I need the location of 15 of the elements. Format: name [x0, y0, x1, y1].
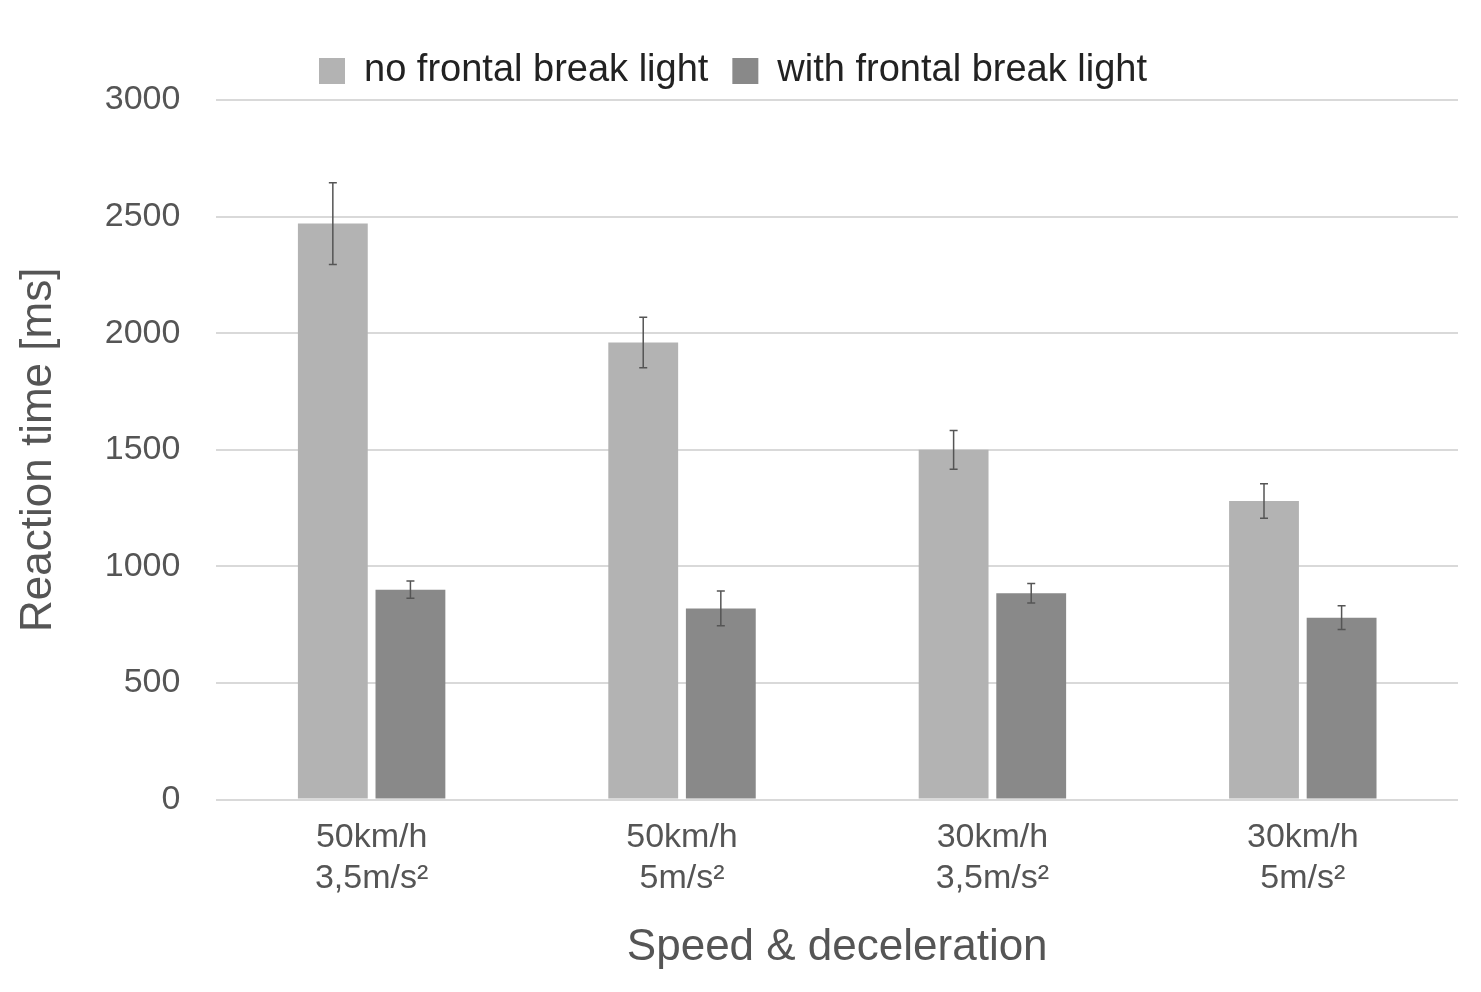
x-tick-label: 30km/h 3,5m/s² [935, 816, 1050, 896]
y-tick-label: 2000 [104, 311, 181, 350]
x-tick-label: 50km/h 3,5m/s² [314, 816, 429, 896]
y-tick-label: 1000 [104, 544, 181, 583]
x-tick-label: 30km/h 5m/s² [1247, 816, 1359, 896]
x-axis-title: Speed & deceleration [626, 919, 1048, 969]
y-tick-label: 500 [123, 661, 181, 700]
x-tick-label: 50km/h 5m/s² [626, 816, 738, 896]
y-tick-label: 0 [161, 777, 181, 816]
y-tick-label: 3000 [104, 78, 181, 117]
y-tick-label: 1500 [104, 428, 181, 467]
legend-label: no frontal break light [364, 47, 709, 90]
legend-label: with frontal break light [776, 47, 1148, 90]
y-tick-label: 2500 [104, 194, 181, 233]
y-axis-title: Reaction time [ms] [10, 267, 60, 632]
